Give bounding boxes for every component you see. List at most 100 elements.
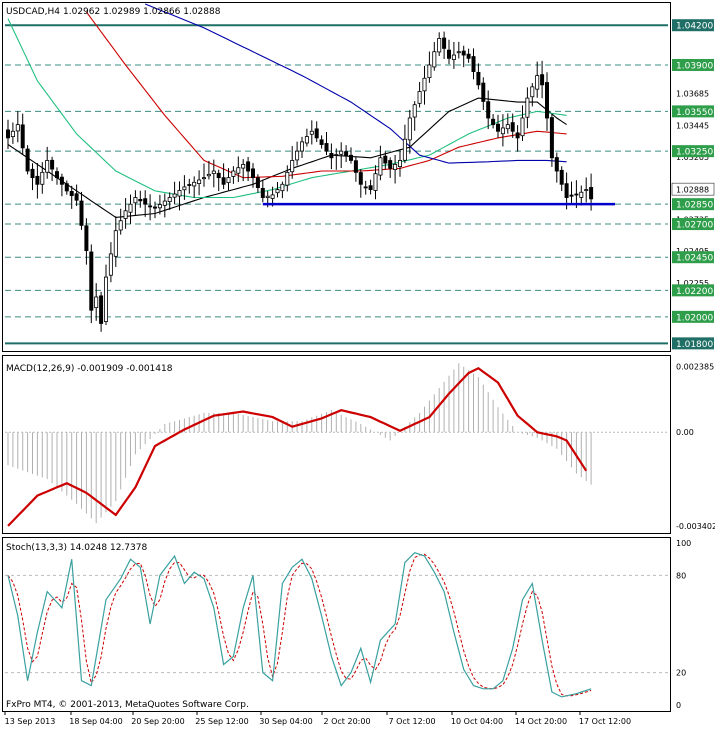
candle: [152, 201, 157, 219]
candle: [525, 87, 530, 129]
candle: [231, 166, 236, 184]
candle-body: [241, 164, 246, 169]
candle: [10, 122, 15, 144]
candle-body: [157, 204, 162, 209]
level-price-tag: [672, 218, 714, 231]
candle-body: [275, 189, 280, 194]
candle-body: [270, 194, 275, 199]
candle-body: [407, 117, 412, 141]
candle-body: [402, 138, 407, 161]
candle: [368, 179, 373, 195]
x-tick-label: 2 Oct 20:00: [323, 717, 370, 726]
candle-body: [15, 124, 20, 132]
candle-body: [6, 129, 11, 139]
candle-body: [314, 128, 319, 139]
candle-body: [383, 155, 388, 164]
candle: [353, 156, 358, 182]
candle-body: [246, 161, 251, 172]
candle: [45, 146, 50, 179]
moving-average-line: [144, 3, 567, 164]
candle-body: [128, 203, 133, 213]
candle: [388, 157, 393, 178]
price-plot: [5, 3, 668, 345]
macd-signal-line: [7, 367, 588, 527]
candle-body: [363, 186, 368, 189]
candle: [500, 114, 505, 147]
candle-body: [138, 198, 143, 202]
candle: [437, 32, 442, 56]
level-price-tag: [672, 198, 714, 211]
stoch-tick-label: 80: [676, 571, 686, 580]
candle-body: [74, 193, 79, 201]
x-tick-label: 10 Oct 04:00: [451, 717, 503, 726]
x-tick-label: 25 Sep 12:00: [195, 717, 248, 726]
candle: [324, 132, 329, 156]
candle-body: [466, 53, 471, 59]
candle: [138, 190, 143, 208]
price-panel-frame: [2, 2, 671, 352]
candle: [299, 136, 304, 159]
candle: [35, 162, 40, 199]
candle: [559, 166, 564, 192]
candle: [89, 244, 94, 324]
level-price-tag-label: 1.02200: [676, 287, 713, 297]
candle: [295, 141, 300, 166]
candle: [393, 154, 398, 184]
candle-body: [397, 160, 402, 167]
candle: [383, 151, 388, 170]
candle-body: [99, 295, 104, 324]
candle: [427, 51, 432, 83]
candle-body: [324, 143, 329, 152]
candle: [466, 48, 471, 63]
candle: [250, 163, 255, 188]
candle-body: [304, 136, 309, 144]
candle: [172, 181, 177, 205]
candle: [260, 179, 265, 203]
candle-body: [50, 159, 55, 170]
level-price-tag: [672, 284, 714, 297]
candle-body: [412, 104, 417, 118]
candle: [157, 194, 162, 215]
candle: [187, 178, 192, 194]
candle-body: [510, 122, 515, 132]
candle-body: [495, 123, 500, 132]
candle-body: [64, 183, 69, 192]
candle-body: [432, 51, 437, 68]
candle: [314, 121, 319, 143]
candle-body: [260, 187, 265, 198]
candle: [442, 31, 447, 60]
candle-body: [299, 141, 304, 152]
candle-body: [388, 160, 393, 169]
symbol-caption: USDCAD,H4: [6, 7, 60, 17]
candle-body: [446, 49, 451, 59]
candle-body: [353, 160, 358, 173]
candle: [417, 82, 422, 108]
candle-body: [339, 150, 344, 155]
candle-body: [35, 175, 40, 185]
candle: [530, 83, 535, 107]
candle-body: [422, 77, 427, 92]
candle-body: [197, 179, 202, 184]
candle: [569, 181, 574, 205]
candle-body: [559, 169, 564, 185]
candle: [255, 174, 260, 193]
candle: [148, 194, 153, 221]
stoch-tick-label: 20: [676, 669, 686, 678]
candle-body: [152, 206, 157, 209]
copyright-text: FxPro MT4, © 2001-2013, MetaQuotes Softw…: [6, 700, 249, 710]
level-price-tag-label: 1.02450: [676, 254, 713, 264]
candle-body: [549, 117, 554, 159]
candle: [402, 124, 407, 164]
candle: [520, 105, 525, 142]
candle-body: [148, 205, 153, 208]
candle-body: [481, 82, 486, 102]
candle: [495, 114, 500, 138]
candle: [192, 176, 197, 198]
candle-body: [45, 160, 50, 173]
level-price-tag: [672, 19, 714, 32]
candle: [505, 113, 510, 134]
axes-labels: 1.039051.036851.034451.032051.029651.027…: [4, 19, 715, 726]
candle-body: [525, 97, 530, 118]
candle-body: [30, 168, 35, 179]
x-tick-label: 20 Sep 20:00: [131, 717, 184, 726]
